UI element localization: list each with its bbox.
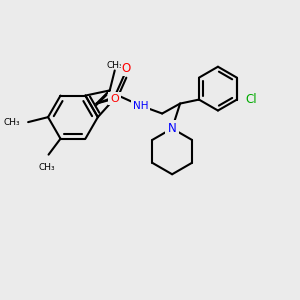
Text: Cl: Cl <box>245 93 256 106</box>
Text: CH₃: CH₃ <box>106 61 123 70</box>
Text: N: N <box>168 122 176 135</box>
Text: CH₃: CH₃ <box>4 118 20 127</box>
Text: NH: NH <box>133 100 148 111</box>
Text: O: O <box>122 62 131 75</box>
Text: O: O <box>110 94 119 103</box>
Text: CH₃: CH₃ <box>38 163 55 172</box>
